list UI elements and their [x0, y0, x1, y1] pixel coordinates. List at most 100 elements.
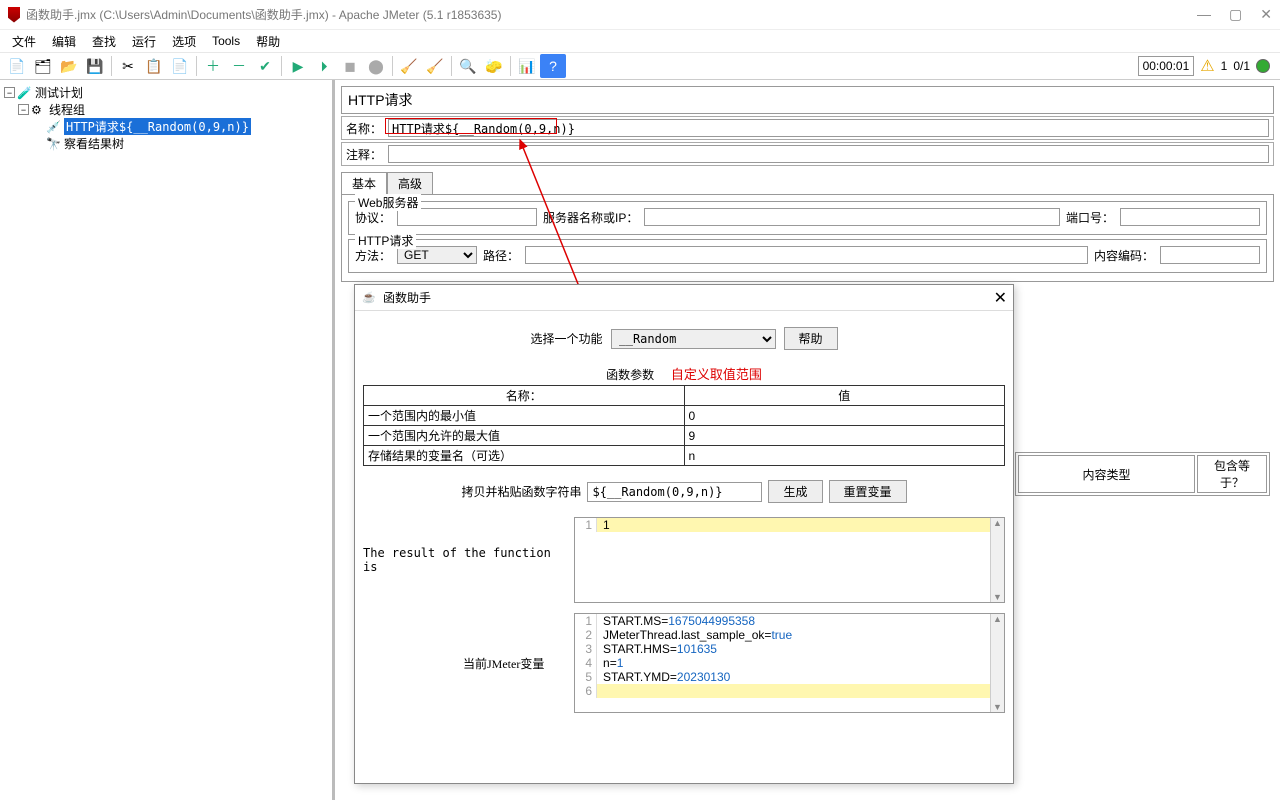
reset-search-icon[interactable]: 🧽 — [481, 54, 507, 78]
table-row: 一个范围内的最小值0 — [364, 406, 1005, 426]
warning-count: 1 — [1221, 59, 1228, 73]
search-icon[interactable]: 🔍 — [455, 54, 481, 78]
new-icon[interactable]: 📄 — [4, 54, 30, 78]
annotation-range: 自定义取值范围 — [671, 367, 762, 382]
dialog-title: 函数助手 — [383, 289, 431, 306]
param-col-name: 名称： — [364, 386, 685, 406]
table-row: 一个范围内允许的最大值9 — [364, 426, 1005, 446]
headers-col-type: 内容类型 — [1018, 455, 1195, 493]
collapse-icon[interactable]: － — [226, 54, 252, 78]
tab-advanced[interactable]: 高级 — [387, 172, 433, 194]
comment-label: 注释： — [346, 146, 382, 163]
http-request-legend: HTTP请求 — [355, 232, 416, 249]
menu-bar: 文件 编辑 查找 运行 选项 Tools 帮助 — [0, 30, 1280, 52]
name-label: 名称： — [346, 120, 382, 137]
elapsed-time: 00:00:01 — [1143, 59, 1190, 73]
stop-icon[interactable]: ◼ — [337, 54, 363, 78]
window-titlebar: 函数助手.jmx (C:\Users\Admin\Documents\函数助手.… — [0, 0, 1280, 30]
start-notimers-icon[interactable]: ⏵ — [311, 54, 337, 78]
close-button[interactable]: ✕ — [1260, 6, 1272, 23]
gear-icon: ⚙ — [31, 103, 47, 117]
reset-vars-button[interactable]: 重置变量 — [829, 480, 907, 503]
comment-row: 注释： — [341, 142, 1274, 166]
result-output: 11 — [574, 517, 1005, 603]
path-input[interactable] — [525, 246, 1088, 264]
param-title: 函数参数 — [606, 368, 654, 382]
pipette-icon: 💉 — [46, 120, 62, 134]
method-label: 方法： — [355, 247, 391, 264]
clear-all-icon[interactable]: 🧹 — [422, 54, 448, 78]
scrollbar[interactable] — [990, 614, 1004, 712]
save-icon[interactable]: 💾 — [82, 54, 108, 78]
tree-result-tree[interactable]: 察看结果树 — [64, 135, 124, 152]
function-string-input[interactable] — [587, 482, 762, 502]
param-col-value: 值 — [684, 386, 1005, 406]
app-icon — [8, 7, 20, 23]
templates-icon[interactable]: 🗂 — [30, 54, 56, 78]
window-controls: — ▢ ✕ — [1197, 6, 1272, 23]
scope-icon: 🔭 — [46, 137, 62, 151]
panel-title: HTTP请求 — [341, 86, 1274, 114]
start-icon[interactable]: ▶ — [285, 54, 311, 78]
function-helper-dialog: ☕ 函数助手 ✕ 选择一个功能 __Random 帮助 函数参数 自定义取值范围… — [354, 284, 1014, 784]
encoding-input[interactable] — [1160, 246, 1260, 264]
menu-search[interactable]: 查找 — [86, 31, 122, 52]
tree-thread-group[interactable]: 线程组 — [49, 101, 85, 118]
function-helper-icon[interactable]: 📊 — [514, 54, 540, 78]
warning-icon[interactable]: ⚠ — [1200, 56, 1214, 76]
server-label: 服务器名称或IP： — [543, 209, 638, 226]
shutdown-icon[interactable]: ⬤ — [363, 54, 389, 78]
status-bar: 00:00:01 — [1138, 56, 1195, 76]
comment-input[interactable] — [388, 145, 1269, 163]
menu-run[interactable]: 运行 — [126, 31, 162, 52]
param-table[interactable]: 名称：值 一个范围内的最小值0 一个范围内允许的最大值9 存储结果的变量名（可选… — [363, 385, 1005, 466]
tree-http-request[interactable]: HTTP请求${__Random(0,9,n)} — [64, 118, 251, 135]
server-input[interactable] — [644, 208, 1060, 226]
minimize-button[interactable]: — — [1197, 6, 1211, 23]
dialog-close-button[interactable]: ✕ — [994, 288, 1007, 308]
menu-options[interactable]: 选项 — [166, 31, 202, 52]
select-function-label: 选择一个功能 — [530, 330, 602, 347]
status-light-icon — [1256, 59, 1270, 73]
tree-root[interactable]: 测试计划 — [35, 84, 83, 101]
name-input[interactable] — [388, 119, 1269, 137]
help-icon[interactable]: ? — [540, 54, 566, 78]
flask-icon: 🧪 — [17, 86, 33, 100]
vars-output: 1START.MS=16750449953582JMeterThread.las… — [574, 613, 1005, 713]
path-label: 路径： — [483, 247, 519, 264]
paste-icon[interactable]: 📄 — [167, 54, 193, 78]
toggle-icon[interactable]: ✔ — [252, 54, 278, 78]
menu-file[interactable]: 文件 — [6, 31, 42, 52]
port-label: 端口号： — [1066, 209, 1114, 226]
cut-icon[interactable]: ✂ — [115, 54, 141, 78]
maximize-button[interactable]: ▢ — [1229, 6, 1242, 23]
copy-label: 拷贝并粘贴函数字符串 — [461, 483, 581, 500]
headers-col-equals: 包含等于？ — [1197, 455, 1267, 493]
vars-label: 当前JMeter变量 — [463, 655, 568, 672]
menu-tools[interactable]: Tools — [206, 32, 246, 50]
java-icon: ☕ — [361, 290, 377, 306]
headers-table: 内容类型包含等于？ — [1015, 452, 1270, 496]
test-plan-tree[interactable]: −🧪测试计划 −⚙线程组 💉HTTP请求${__Random(0,9,n)} 🔭… — [0, 80, 335, 800]
open-icon[interactable]: 📂 — [56, 54, 82, 78]
menu-help[interactable]: 帮助 — [250, 31, 286, 52]
tab-basic[interactable]: 基本 — [341, 172, 387, 194]
help-button[interactable]: 帮助 — [784, 327, 838, 350]
generate-button[interactable]: 生成 — [768, 480, 822, 503]
thread-count: 0/1 — [1233, 59, 1250, 73]
function-select[interactable]: __Random — [611, 329, 776, 349]
copy-icon[interactable]: 📋 — [141, 54, 167, 78]
clear-icon[interactable]: 🧹 — [396, 54, 422, 78]
table-row: 存储结果的变量名（可选）n — [364, 446, 1005, 466]
window-title: 函数助手.jmx (C:\Users\Admin\Documents\函数助手.… — [26, 6, 1197, 23]
expand-icon[interactable]: ＋ — [200, 54, 226, 78]
encoding-label: 内容编码： — [1094, 247, 1154, 264]
menu-edit[interactable]: 编辑 — [46, 31, 82, 52]
protocol-label: 协议： — [355, 209, 391, 226]
scrollbar[interactable] — [990, 518, 1004, 602]
web-server-legend: Web服务器 — [355, 194, 421, 211]
toolbar: 📄 🗂 📂 💾 ✂ 📋 📄 ＋ － ✔ ▶ ⏵ ◼ ⬤ 🧹 🧹 🔍 🧽 📊 ? … — [0, 52, 1280, 80]
result-label: The result of the function is — [363, 546, 568, 574]
port-input[interactable] — [1120, 208, 1260, 226]
dialog-titlebar: ☕ 函数助手 ✕ — [355, 285, 1013, 311]
